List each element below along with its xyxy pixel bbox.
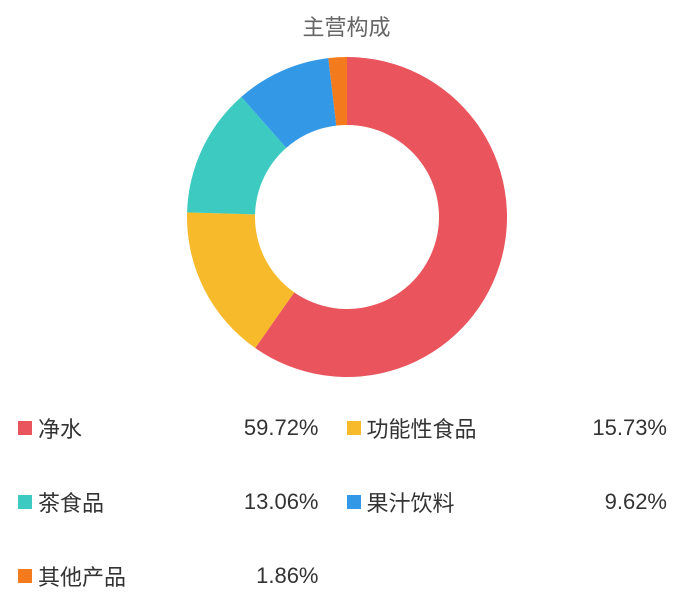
legend-marker — [18, 569, 32, 583]
legend-label: 净水 — [38, 412, 82, 444]
chart-legend: 净水 59.72% 功能性食品 15.73% 茶食品 13.06% 果汁饮料 9… — [0, 412, 693, 592]
legend-label: 茶食品 — [38, 486, 104, 518]
legend-value: 9.62% — [605, 489, 675, 515]
legend-item: 茶食品 13.06% — [18, 486, 347, 518]
legend-item: 果汁饮料 9.62% — [347, 486, 676, 518]
legend-value: 15.73% — [592, 415, 675, 441]
legend-marker — [347, 421, 361, 435]
legend-value: 13.06% — [244, 489, 347, 515]
legend-marker — [347, 495, 361, 509]
legend-value: 1.86% — [256, 563, 346, 589]
legend-item: 其他产品 1.86% — [18, 560, 347, 592]
legend-label: 果汁饮料 — [367, 486, 455, 518]
legend-row: 其他产品 1.86% — [18, 560, 675, 592]
legend-label: 功能性食品 — [367, 412, 477, 444]
legend-row: 茶食品 13.06% 果汁饮料 9.62% — [18, 486, 675, 518]
legend-value: 59.72% — [244, 415, 347, 441]
legend-label: 其他产品 — [38, 560, 126, 592]
chart-title: 主营构成 — [0, 0, 693, 52]
legend-marker — [18, 495, 32, 509]
legend-item: 净水 59.72% — [18, 412, 347, 444]
legend-item: 功能性食品 15.73% — [347, 412, 676, 444]
legend-row: 净水 59.72% 功能性食品 15.73% — [18, 412, 675, 444]
legend-marker — [18, 421, 32, 435]
donut-chart — [182, 52, 512, 382]
donut-chart-container — [0, 52, 693, 382]
